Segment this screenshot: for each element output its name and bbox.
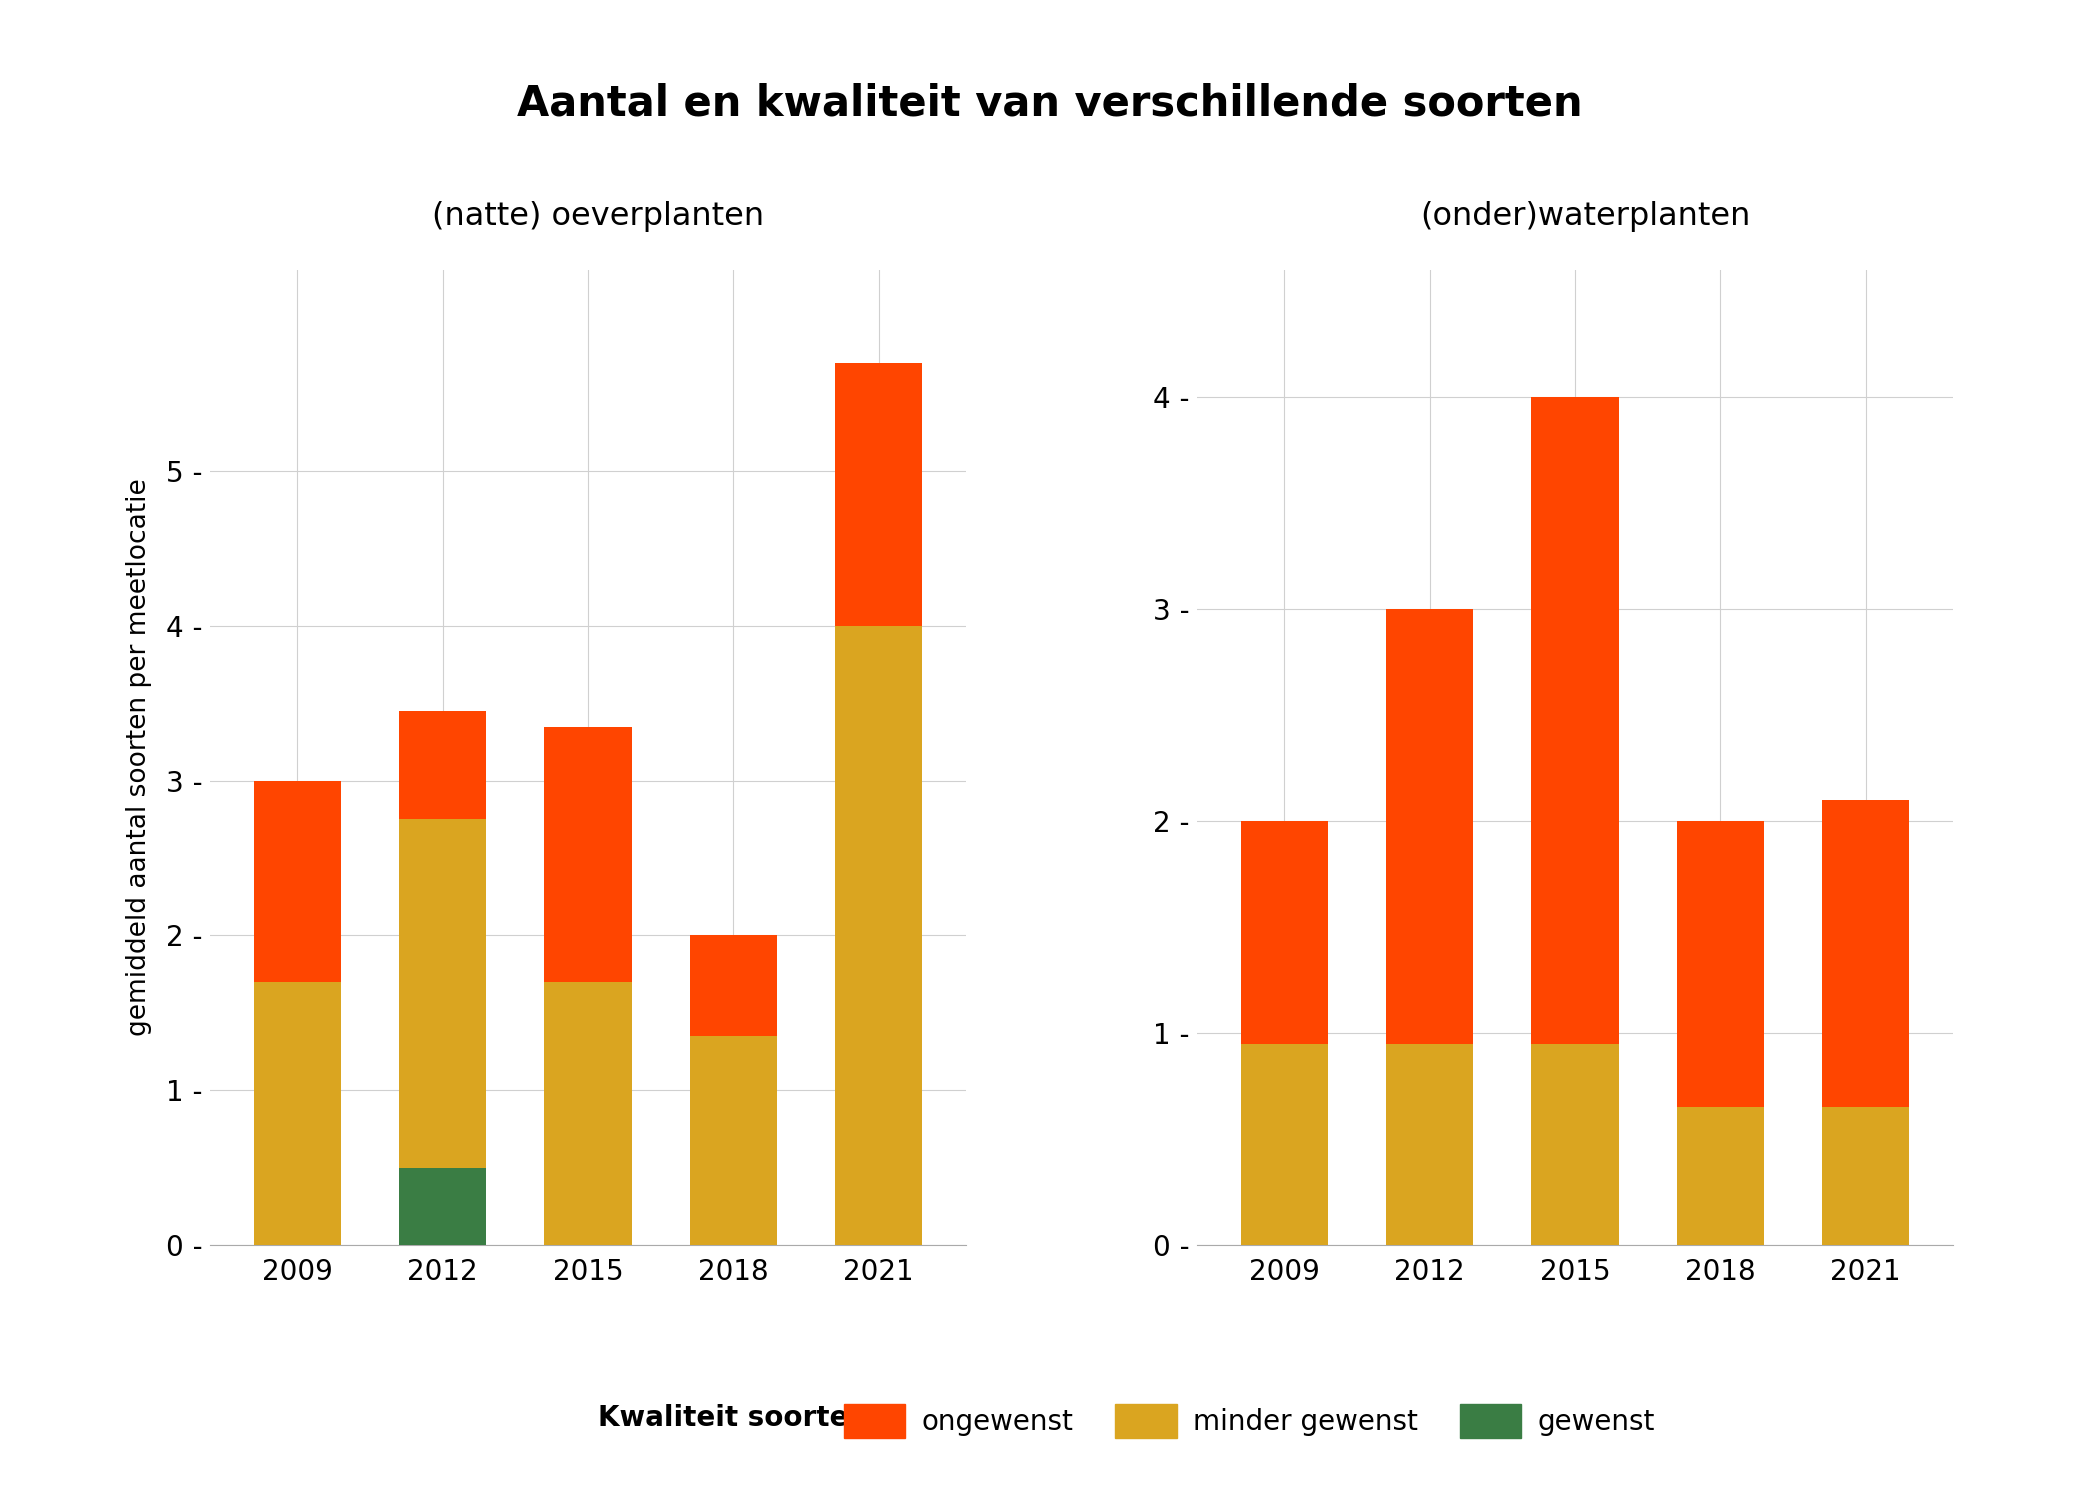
Text: Aantal en kwaliteit van verschillende soorten: Aantal en kwaliteit van verschillende so…	[517, 82, 1583, 124]
Bar	[1386, 1044, 1474, 1245]
Bar	[836, 626, 922, 1245]
Bar	[689, 1036, 777, 1245]
Legend: ongewenst, minder gewenst, gewenst: ongewenst, minder gewenst, gewenst	[834, 1392, 1665, 1449]
Bar	[1531, 398, 1619, 1044]
Bar	[1823, 800, 1909, 1107]
Text: (onder)waterplanten: (onder)waterplanten	[1420, 201, 1751, 232]
Bar	[399, 1167, 487, 1245]
Y-axis label: gemiddeld aantal soorten per meetlocatie: gemiddeld aantal soorten per meetlocatie	[126, 478, 151, 1036]
Bar	[1823, 1107, 1909, 1245]
Bar	[254, 780, 340, 982]
Bar	[1386, 609, 1474, 1044]
Bar	[1676, 1107, 1764, 1245]
Bar	[1241, 821, 1327, 1044]
Bar	[1241, 1044, 1327, 1245]
Bar	[689, 936, 777, 1036]
Bar	[1676, 821, 1764, 1107]
Text: Kwaliteit soorten: Kwaliteit soorten	[598, 1404, 869, 1431]
Bar	[399, 711, 487, 819]
Bar	[254, 982, 340, 1245]
Bar	[544, 982, 632, 1245]
Bar	[1531, 1044, 1619, 1245]
Bar	[836, 363, 922, 626]
Text: (natte) oeverplanten: (natte) oeverplanten	[433, 201, 764, 232]
Bar	[399, 819, 487, 1167]
Bar	[544, 726, 632, 982]
